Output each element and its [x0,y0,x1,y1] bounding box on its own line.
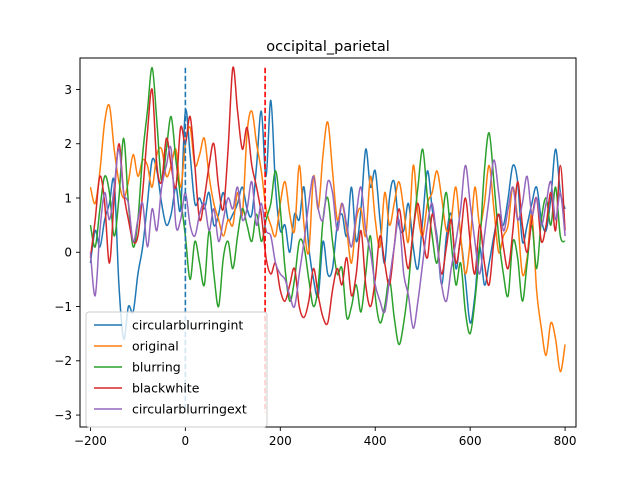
y-axis: −3 −2 −1 0 1 2 3 [54,83,80,422]
x-tick-label: 600 [459,434,482,448]
x-tick-label: 200 [269,434,292,448]
legend-label-circularblurringext: circularblurringext [132,402,247,417]
plot-frame [79,57,577,428]
y-tick-label: 2 [64,137,72,151]
x-axis: −200 0 200 400 600 800 [74,427,577,448]
legend-label-blackwhite: blackwhite [132,381,200,396]
y-tick-label: −2 [54,354,72,368]
series-line-circularblurringext [89,145,566,329]
y-tick-label: −1 [54,300,72,314]
legend-label-blurring: blurring [132,360,181,375]
series-line-blurring [89,67,566,346]
legend-label-original: original [132,339,179,354]
chart-title: occipital_parietal [266,39,390,55]
x-tick-label: 0 [182,434,190,448]
legend-box [85,311,268,428]
series-line-original [89,103,566,373]
x-tick-label: 400 [364,434,387,448]
series-line-circularblurringint [89,99,566,340]
marker-lines [184,67,266,413]
series-layer [89,66,566,373]
x-tick-label: −200 [74,434,107,448]
legend: circularblurringint original blurring black… [85,311,268,428]
x-tick-label: 800 [554,434,577,448]
legend-label-circularblurringint: circularblurringint [132,318,243,333]
y-tick-label: −3 [54,408,72,422]
y-tick-label: 0 [64,246,72,260]
y-tick-label: 1 [64,191,72,205]
y-tick-label: 3 [64,83,72,97]
